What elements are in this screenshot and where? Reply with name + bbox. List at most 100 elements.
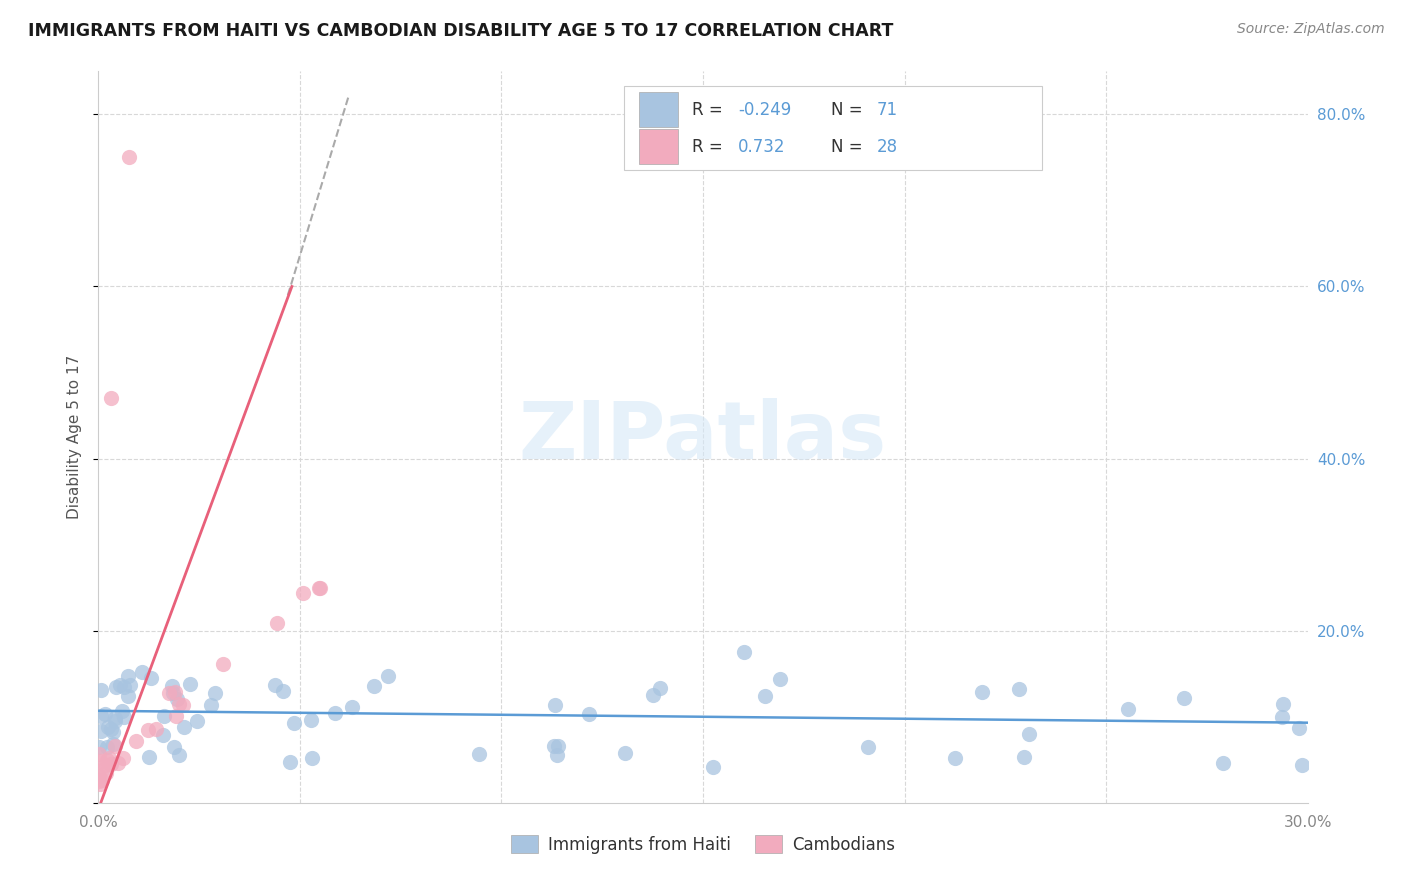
Point: [166, 691, 188, 706]
Point: [172, 698, 194, 713]
Text: ZIPatlas: ZIPatlas: [519, 398, 887, 476]
Point: [91, 763, 114, 777]
Point: [97, 751, 120, 765]
Point: [118, 677, 141, 691]
Point: [125, 734, 148, 748]
Point: [1007, 682, 1029, 697]
Point: [702, 760, 724, 774]
Point: [101, 737, 124, 751]
Point: [547, 739, 569, 754]
Point: [769, 672, 792, 686]
Point: [271, 684, 294, 698]
Point: [856, 739, 879, 754]
Point: [308, 581, 330, 595]
Point: [138, 723, 160, 737]
Point: [340, 699, 363, 714]
Point: [100, 723, 122, 737]
Point: [1173, 691, 1195, 706]
Point: [1118, 702, 1140, 716]
Point: [578, 706, 600, 721]
Y-axis label: Disability Age 5 to 17: Disability Age 5 to 17: [67, 355, 83, 519]
Point: [90, 709, 112, 723]
Point: [186, 714, 208, 728]
Point: [648, 681, 671, 696]
Point: [1012, 750, 1035, 764]
Legend: Immigrants from Haiti, Cambodians: Immigrants from Haiti, Cambodians: [505, 829, 901, 860]
Point: [179, 677, 201, 691]
Point: [90, 773, 112, 788]
Point: [200, 698, 222, 712]
Point: [101, 724, 124, 739]
Text: N =: N =: [831, 101, 868, 119]
Point: [169, 747, 191, 762]
Point: [103, 714, 125, 728]
Point: [103, 711, 125, 725]
Point: [1288, 721, 1310, 735]
Point: [104, 680, 127, 694]
Point: [152, 728, 174, 742]
Point: [89, 776, 111, 790]
Text: N =: N =: [831, 137, 868, 155]
Point: [173, 721, 195, 735]
Point: [107, 756, 129, 771]
Point: [89, 747, 111, 761]
Point: [145, 723, 167, 737]
Point: [301, 751, 323, 765]
Point: [468, 747, 491, 761]
Point: [211, 657, 233, 671]
Point: [733, 645, 755, 659]
Point: [159, 686, 181, 700]
Point: [167, 698, 190, 712]
Point: [131, 665, 153, 679]
Point: [94, 706, 117, 721]
Point: [118, 150, 141, 164]
Point: [1271, 710, 1294, 724]
Point: [89, 754, 111, 768]
Point: [110, 678, 132, 692]
Text: IMMIGRANTS FROM HAITI VS CAMBODIAN DISABILITY AGE 5 TO 17 CORRELATION CHART: IMMIGRANTS FROM HAITI VS CAMBODIAN DISAB…: [28, 22, 893, 40]
Point: [292, 586, 315, 600]
Point: [1018, 727, 1040, 741]
Point: [1211, 756, 1233, 770]
Text: 71: 71: [877, 101, 898, 119]
Point: [283, 716, 305, 731]
Point: [117, 690, 139, 704]
Point: [104, 739, 127, 753]
Point: [94, 758, 117, 772]
Point: [972, 685, 994, 699]
Point: [754, 689, 776, 703]
Point: [943, 751, 966, 765]
Point: [543, 698, 565, 713]
Point: [641, 688, 664, 702]
Point: [87, 774, 110, 789]
Point: [89, 740, 111, 755]
Point: [264, 678, 287, 692]
Point: [100, 756, 122, 771]
Point: [138, 749, 160, 764]
FancyBboxPatch shape: [638, 129, 678, 164]
Point: [543, 739, 565, 753]
Point: [377, 668, 399, 682]
Point: [165, 709, 187, 723]
Text: -0.249: -0.249: [738, 101, 792, 119]
Point: [323, 706, 346, 720]
FancyBboxPatch shape: [624, 86, 1042, 170]
Point: [363, 679, 385, 693]
Point: [90, 723, 112, 738]
Point: [96, 765, 118, 780]
Text: Source: ZipAtlas.com: Source: ZipAtlas.com: [1237, 22, 1385, 37]
Point: [204, 686, 226, 700]
Point: [160, 679, 183, 693]
Point: [139, 671, 162, 685]
Point: [614, 746, 637, 760]
Point: [96, 753, 118, 767]
Point: [1272, 697, 1295, 711]
Point: [97, 720, 120, 734]
Point: [100, 392, 122, 406]
Text: 28: 28: [877, 137, 898, 155]
Point: [152, 709, 174, 723]
Point: [90, 682, 112, 697]
Point: [163, 685, 186, 699]
Text: 0.732: 0.732: [738, 137, 786, 155]
Point: [112, 709, 135, 723]
